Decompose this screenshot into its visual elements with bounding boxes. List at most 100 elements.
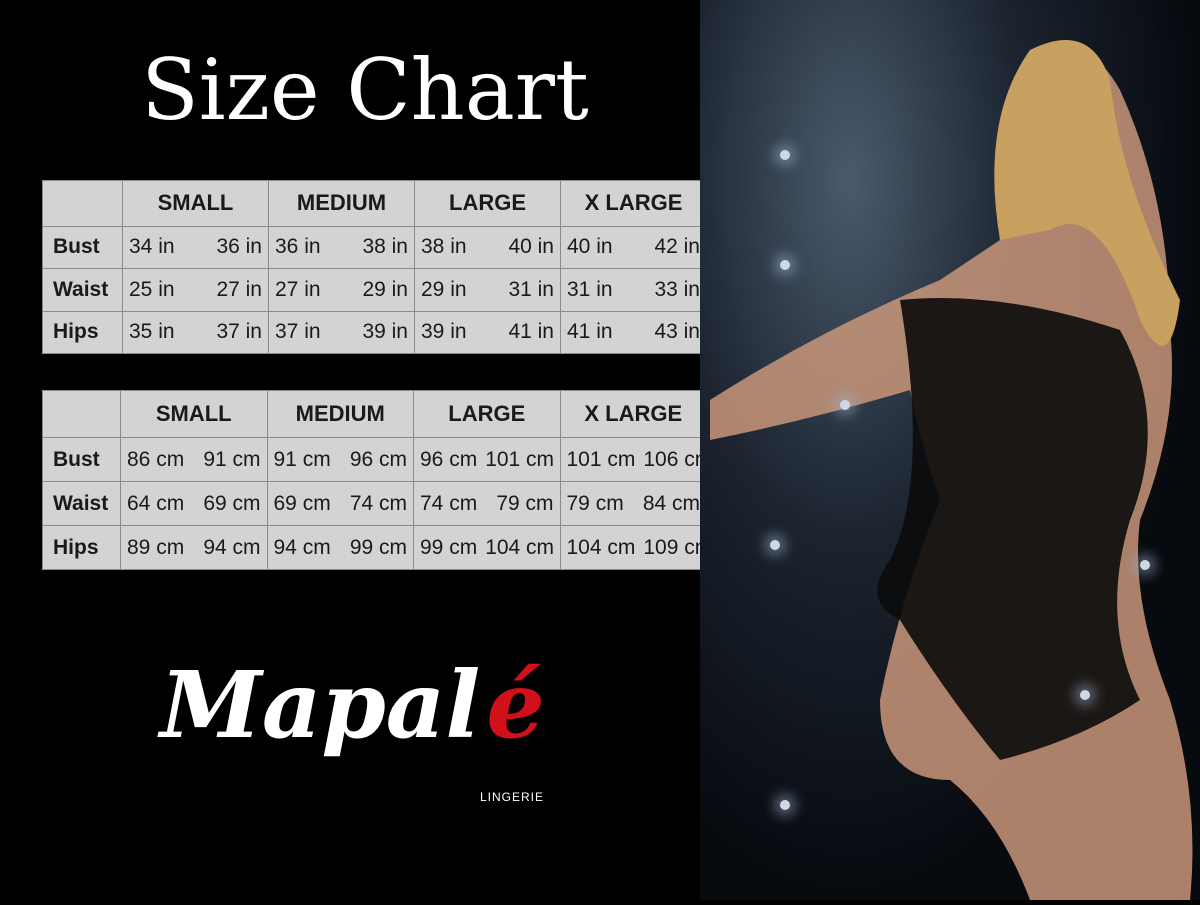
- range-min: 94 cm: [273, 535, 331, 559]
- size-range-cell: 96 cm 101 cm: [413, 437, 561, 483]
- logo-subtitle: LINGERIE: [480, 790, 545, 804]
- measurement-label: Hips: [42, 310, 123, 355]
- size-header: MEDIUM: [266, 389, 414, 439]
- range-max: 74 cm: [349, 491, 407, 515]
- measurement-row: Hips 89 cm 94 cm 94 cm 99 cm 99 cm 104 cm 104 c…: [42, 525, 712, 570]
- range-max: 69 cm: [203, 491, 261, 515]
- size-range-cell: 35 in 37 in: [122, 310, 269, 355]
- range-max: 79 cm: [496, 491, 554, 515]
- range-min: 91 cm: [273, 447, 331, 471]
- measurement-label: Hips: [42, 525, 121, 570]
- range-min: 89 cm: [127, 535, 185, 559]
- size-range-cell: 37 in 39 in: [268, 310, 415, 355]
- range-max: 41 in: [508, 320, 554, 344]
- range-min: 31 in: [567, 277, 613, 301]
- logo-accent-text: é: [486, 651, 545, 759]
- range-min: 35 in: [129, 320, 175, 344]
- range-max: 99 cm: [349, 535, 407, 559]
- logo-main-text: Mapal: [160, 651, 481, 759]
- range-max: 38 in: [362, 235, 408, 259]
- range-max: 36 in: [216, 235, 262, 259]
- size-header: X LARGE: [560, 180, 707, 227]
- range-max: 42 in: [654, 235, 700, 259]
- range-min: 25 in: [129, 277, 175, 301]
- size-header: SMALL: [122, 180, 269, 227]
- range-min: 41 in: [567, 320, 613, 344]
- size-range-cell: 89 cm 94 cm: [120, 525, 268, 570]
- size-range-cell: 74 cm 79 cm: [413, 481, 561, 527]
- size-range-cell: 41 in 43 in: [560, 310, 707, 355]
- size-range-cell: 101 cm 106 cm: [559, 437, 712, 483]
- range-min: 38 in: [421, 235, 467, 259]
- measurement-label: Bust: [42, 437, 121, 483]
- size-range-cell: 86 cm 91 cm: [120, 437, 268, 483]
- range-min: 79 cm: [566, 491, 624, 515]
- measurement-row: Bust 86 cm 91 cm 91 cm 96 cm 96 cm 101 cm 101 c…: [42, 437, 712, 483]
- range-min: 29 in: [421, 277, 467, 301]
- header-blank-cell: [42, 389, 121, 439]
- range-min: 101 cm: [566, 447, 636, 471]
- range-max: 91 cm: [203, 447, 261, 471]
- range-max: 104 cm: [485, 535, 555, 559]
- size-range-cell: 104 cm 109 cm: [559, 525, 712, 570]
- range-max: 33 in: [654, 277, 700, 301]
- range-max: 43 in: [654, 320, 700, 344]
- size-range-cell: 40 in 42 in: [560, 225, 707, 270]
- brand-logo: Mapalé LINGERIE: [160, 650, 600, 820]
- size-range-cell: 27 in 29 in: [268, 268, 415, 312]
- range-min: 69 cm: [273, 491, 331, 515]
- model-silhouette-icon: [710, 40, 1193, 901]
- size-range-cell: 38 in 40 in: [414, 225, 561, 270]
- page-title: Size Chart: [141, 41, 589, 139]
- size-table-inches: SMALL MEDIUM LARGE X LARGE Bust 34 in 36 in 36 …: [42, 180, 707, 355]
- range-min: 36 in: [275, 235, 321, 259]
- measurement-row: Hips 35 in 37 in 37 in 39 in 39 in 41 in 41 in 4…: [42, 310, 707, 355]
- measurement-label: Bust: [42, 225, 123, 270]
- size-range-cell: 64 cm 69 cm: [120, 481, 268, 527]
- size-range-cell: 99 cm 104 cm: [413, 525, 561, 570]
- range-min: 27 in: [275, 277, 321, 301]
- size-range-cell: 94 cm 99 cm: [266, 525, 414, 570]
- range-max: 84 cm: [642, 491, 700, 515]
- size-range-cell: 79 cm 84 cm: [559, 481, 707, 527]
- size-header-row: SMALL MEDIUM LARGE X LARGE: [42, 180, 707, 227]
- range-max: 29 in: [362, 277, 408, 301]
- size-header: LARGE: [413, 389, 561, 439]
- range-max: 96 cm: [349, 447, 407, 471]
- range-min: 64 cm: [127, 491, 185, 515]
- measurement-label: Waist: [42, 268, 123, 312]
- measurement-row: Waist 64 cm 69 cm 69 cm 74 cm 74 cm 79 cm 79 cm…: [42, 481, 707, 527]
- range-min: 34 in: [129, 235, 175, 259]
- size-header: X LARGE: [559, 389, 707, 439]
- size-header: MEDIUM: [268, 180, 415, 227]
- measurement-row: Waist 25 in 27 in 27 in 29 in 29 in 31 in 31 in…: [42, 268, 707, 312]
- range-min: 99 cm: [420, 535, 478, 559]
- range-min: 96 cm: [420, 447, 478, 471]
- header-blank-cell: [42, 180, 123, 227]
- range-max: 39 in: [362, 320, 408, 344]
- size-range-cell: 31 in 33 in: [560, 268, 707, 312]
- range-max: 109 cm: [643, 535, 713, 559]
- size-range-cell: 69 cm 74 cm: [266, 481, 414, 527]
- range-min: 74 cm: [420, 491, 478, 515]
- size-range-cell: 29 in 31 in: [414, 268, 561, 312]
- model-photo: [700, 0, 1200, 901]
- measurement-row: Bust 34 in 36 in 36 in 38 in 38 in 40 in 40 in 4…: [42, 225, 707, 270]
- range-min: 86 cm: [127, 447, 185, 471]
- measurement-label: Waist: [42, 481, 121, 527]
- size-range-cell: 34 in 36 in: [122, 225, 269, 270]
- range-min: 37 in: [275, 320, 321, 344]
- range-max: 27 in: [216, 277, 262, 301]
- size-header: LARGE: [414, 180, 561, 227]
- range-max: 37 in: [216, 320, 262, 344]
- range-min: 104 cm: [566, 535, 636, 559]
- size-range-cell: 91 cm 96 cm: [266, 437, 414, 483]
- size-range-cell: 25 in 27 in: [122, 268, 269, 312]
- range-max: 94 cm: [203, 535, 261, 559]
- size-range-cell: 39 in 41 in: [414, 310, 561, 355]
- range-max: 101 cm: [485, 447, 555, 471]
- size-table-cm: SMALL MEDIUM LARGE X LARGE Bust 86 cm 91 cm 91 …: [42, 389, 712, 570]
- range-min: 39 in: [421, 320, 467, 344]
- size-range-cell: 36 in 38 in: [268, 225, 415, 270]
- size-header: SMALL: [120, 389, 268, 439]
